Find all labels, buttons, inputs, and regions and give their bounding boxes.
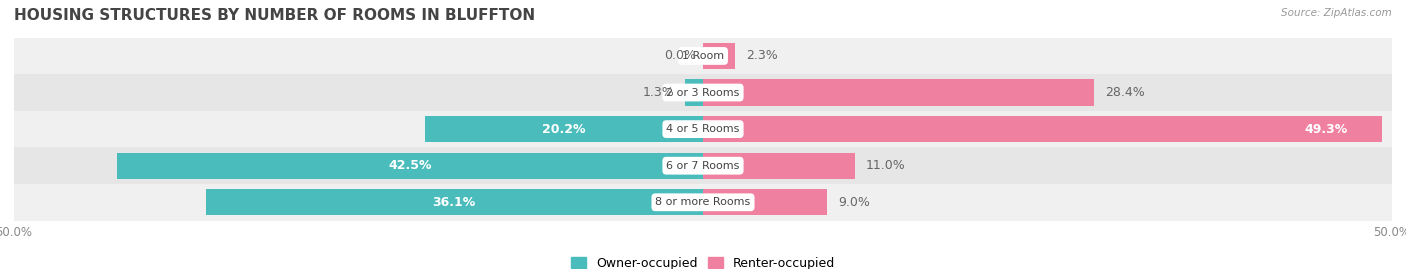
Text: 2.3%: 2.3% bbox=[745, 49, 778, 62]
Text: 1.3%: 1.3% bbox=[643, 86, 673, 99]
Text: 1 Room: 1 Room bbox=[682, 51, 724, 61]
Bar bbox=[14, 184, 1392, 221]
Bar bbox=[14, 38, 1392, 74]
Text: 2 or 3 Rooms: 2 or 3 Rooms bbox=[666, 87, 740, 98]
Text: 42.5%: 42.5% bbox=[388, 159, 432, 172]
Text: 8 or more Rooms: 8 or more Rooms bbox=[655, 197, 751, 207]
Bar bbox=[14, 74, 1392, 111]
Legend: Owner-occupied, Renter-occupied: Owner-occupied, Renter-occupied bbox=[568, 254, 838, 269]
Text: 4 or 5 Rooms: 4 or 5 Rooms bbox=[666, 124, 740, 134]
Bar bbox=[685, 79, 703, 106]
Bar bbox=[703, 79, 1094, 106]
Text: Source: ZipAtlas.com: Source: ZipAtlas.com bbox=[1281, 8, 1392, 18]
Bar bbox=[117, 153, 703, 179]
Text: 11.0%: 11.0% bbox=[866, 159, 905, 172]
Text: 36.1%: 36.1% bbox=[433, 196, 475, 209]
Bar bbox=[14, 111, 1392, 147]
Bar bbox=[703, 153, 855, 179]
Bar bbox=[703, 43, 735, 69]
Text: HOUSING STRUCTURES BY NUMBER OF ROOMS IN BLUFFTON: HOUSING STRUCTURES BY NUMBER OF ROOMS IN… bbox=[14, 8, 536, 23]
Bar bbox=[425, 116, 703, 142]
Text: 28.4%: 28.4% bbox=[1105, 86, 1144, 99]
Bar bbox=[703, 116, 1382, 142]
Text: 6 or 7 Rooms: 6 or 7 Rooms bbox=[666, 161, 740, 171]
Bar bbox=[703, 189, 827, 215]
Text: 9.0%: 9.0% bbox=[838, 196, 870, 209]
Text: 20.2%: 20.2% bbox=[543, 123, 585, 136]
Bar bbox=[14, 147, 1392, 184]
Bar bbox=[205, 189, 703, 215]
Text: 0.0%: 0.0% bbox=[664, 49, 696, 62]
Text: 49.3%: 49.3% bbox=[1305, 123, 1348, 136]
